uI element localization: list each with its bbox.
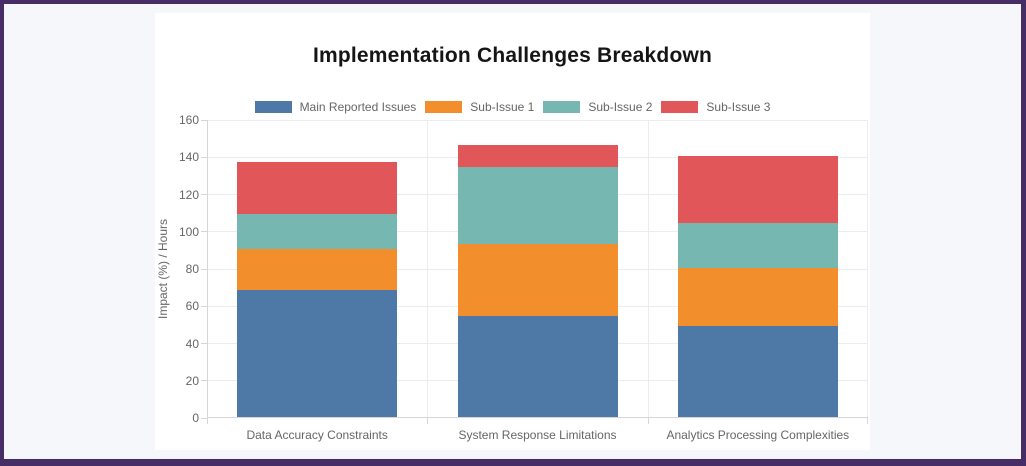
bar-segment-main-reported-issues[interactable] xyxy=(457,316,618,417)
y-tick-mark xyxy=(201,305,207,307)
y-tick-mark xyxy=(201,231,207,233)
x-tick-mark xyxy=(867,418,868,424)
y-tick-mark xyxy=(201,417,207,419)
y-tick-mark xyxy=(201,268,207,270)
bar-stack[interactable] xyxy=(237,161,398,417)
legend-label: Sub-Issue 2 xyxy=(588,100,653,114)
plot-area: 0 20 40 60 80 100 120 140 160 Data Accuracy Const… xyxy=(179,113,868,442)
x-tick-mark xyxy=(427,418,429,424)
x-axis-label: System Response Limitations xyxy=(458,428,617,442)
x-tick-mark xyxy=(207,418,208,424)
y-tick-mark xyxy=(201,380,207,382)
x-axis-label: Data Accuracy Constraints xyxy=(246,428,388,442)
bar-segment-sub-issue-1[interactable] xyxy=(237,249,398,291)
bar-segment-sub-issue-2[interactable] xyxy=(677,223,838,269)
v-gridline xyxy=(427,120,429,418)
bar-stack[interactable] xyxy=(457,145,618,417)
legend-item[interactable]: Sub-Issue 2 xyxy=(543,100,652,114)
legend-label: Sub-Issue 3 xyxy=(706,100,771,114)
bar-segment-main-reported-issues[interactable] xyxy=(237,290,398,417)
legend-item[interactable]: Sub-Issue 3 xyxy=(661,100,770,114)
legend-label: Sub-Issue 1 xyxy=(470,100,535,114)
bar-segment-sub-issue-2[interactable] xyxy=(457,167,618,244)
v-gridline xyxy=(647,120,649,418)
bar-segment-sub-issue-2[interactable] xyxy=(237,214,398,250)
y-tick-mark xyxy=(201,343,207,344)
bar-segment-sub-issue-1[interactable] xyxy=(457,243,618,317)
y-tick-label: 120 xyxy=(178,187,199,202)
chart-title: Implementation Challenges Breakdown xyxy=(312,44,713,67)
legend-item[interactable]: Sub-Issue 1 xyxy=(425,100,534,114)
x-axis-line xyxy=(207,417,868,418)
bar-segment-sub-issue-3[interactable] xyxy=(677,156,838,224)
h-gridline xyxy=(207,119,868,121)
bar-segment-main-reported-issues[interactable] xyxy=(677,325,838,417)
y-tick-mark xyxy=(201,194,207,195)
y-tick-label: 160 xyxy=(178,113,199,127)
legend-swatch-icon xyxy=(425,101,463,113)
legend-swatch-icon xyxy=(254,101,292,113)
x-tick-mark xyxy=(647,418,649,424)
y-tick-label: 40 xyxy=(185,336,199,351)
y-tick-label: 80 xyxy=(185,262,199,276)
chart-card: Implementation Challenges Breakdown Main… xyxy=(155,13,870,450)
legend-item[interactable]: Main Reported Issues xyxy=(254,100,417,114)
bar-stack[interactable] xyxy=(677,156,838,417)
y-tick-mark xyxy=(201,156,207,158)
legend-label: Main Reported Issues xyxy=(299,100,417,114)
y-tick-label: 140 xyxy=(178,150,199,165)
legend-swatch-icon xyxy=(661,101,699,113)
v-gridline xyxy=(867,120,868,418)
y-tick-label: 60 xyxy=(185,299,199,314)
chart-legend: Main Reported Issues Sub-Issue 1 Sub-Issue… xyxy=(155,100,870,114)
y-tick-label: 0 xyxy=(192,411,199,425)
bar-segment-sub-issue-3[interactable] xyxy=(457,145,618,168)
x-axis-label: Analytics Processing Complexities xyxy=(666,428,850,442)
y-axis-line xyxy=(207,120,208,418)
y-tick-label: 100 xyxy=(178,224,199,239)
bar-segment-sub-issue-3[interactable] xyxy=(237,161,398,215)
y-tick-label: 20 xyxy=(185,373,199,388)
legend-swatch-icon xyxy=(543,101,581,113)
bar-segment-sub-issue-1[interactable] xyxy=(677,268,838,326)
y-tick-mark xyxy=(201,119,207,121)
